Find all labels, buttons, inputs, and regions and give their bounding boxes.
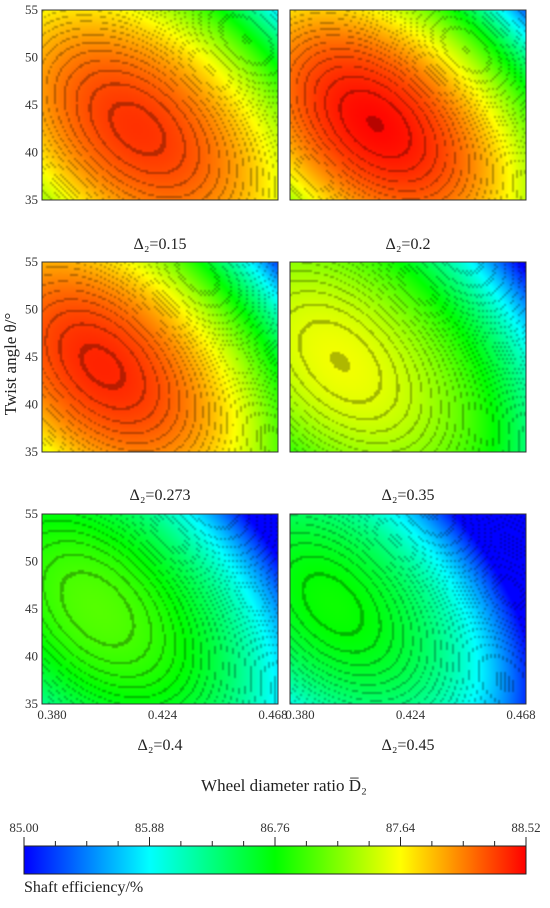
contour-panel-5 — [42, 514, 278, 704]
x-tick-label: 0.424 — [148, 707, 178, 722]
panel-captions: Δ₂=0.15 Δ₂=0.2 Δ₂=0.273 Δ₂=0.35 Δ₂=0.4 Δ₂=0.4… — [130, 236, 435, 754]
panel-caption: Δ₂=0.2 — [386, 236, 431, 253]
contour-panel-4 — [290, 262, 526, 452]
panel-frame — [289, 261, 527, 453]
x-tick-label: 0.468 — [258, 707, 287, 722]
colorbar-gradient — [23, 845, 527, 875]
y-tick-label: 55 — [25, 2, 38, 17]
y-tick-label: 40 — [25, 649, 38, 664]
y-tick-label: 40 — [25, 145, 38, 160]
y-tick-label: 50 — [25, 50, 38, 65]
y-axis-label: Twist angle θ/° — [1, 313, 20, 416]
colorbar-tick-label: 85.00 — [9, 820, 38, 835]
panel-caption: Δ₂=0.15 — [134, 236, 187, 253]
y-tick-label: 45 — [25, 349, 38, 364]
panel-frame — [41, 9, 279, 201]
colorbar-tick-label: 87.64 — [386, 820, 416, 835]
panel-frame — [289, 513, 527, 705]
panel-frame — [289, 9, 527, 201]
panel-frame — [41, 261, 279, 453]
y-tick-label: 45 — [25, 97, 38, 112]
contour-panel-1 — [42, 10, 278, 200]
y-tick-labels: 35 40 45 50 55 35 40 45 50 55 35 40 45 50 55 — [25, 2, 38, 711]
x-axis-label: Wheel diameter ratio D̅₂ — [201, 776, 367, 795]
colorbar: 85.00 85.88 86.76 87.64 88.52 Shaft efficienc… — [9, 820, 540, 896]
colorbar-label: Shaft efficiency/% — [24, 879, 143, 896]
contour-panels — [41, 9, 527, 705]
panel-caption: Δ₂=0.273 — [130, 487, 191, 504]
contour-panel-6 — [290, 514, 526, 704]
y-tick-label: 55 — [25, 506, 38, 521]
x-tick-label: 0.424 — [396, 707, 426, 722]
y-tick-label: 35 — [25, 696, 38, 711]
x-tick-label: 0.380 — [37, 707, 66, 722]
y-tick-label: 35 — [25, 192, 38, 207]
contour-panel-2 — [290, 10, 526, 200]
y-tick-label: 45 — [25, 601, 38, 616]
colorbar-tick-label: 86.76 — [260, 820, 290, 835]
panel-caption: Δ₂=0.35 — [382, 487, 435, 504]
panel-caption: Δ₂=0.4 — [138, 737, 183, 754]
colorbar-tick-label: 85.88 — [135, 820, 164, 835]
contour-panel-3 — [42, 262, 278, 452]
panel-caption: Δ₂=0.45 — [382, 737, 435, 754]
y-tick-label: 50 — [25, 302, 38, 317]
x-tick-label: 0.468 — [506, 707, 535, 722]
panel-frame — [41, 513, 279, 705]
y-tick-label: 40 — [25, 397, 38, 412]
y-tick-label: 50 — [25, 554, 38, 569]
y-tick-label: 55 — [25, 254, 38, 269]
colorbar-tick-label: 88.52 — [511, 820, 540, 835]
x-tick-label: 0.380 — [285, 707, 314, 722]
y-tick-label: 35 — [25, 444, 38, 459]
